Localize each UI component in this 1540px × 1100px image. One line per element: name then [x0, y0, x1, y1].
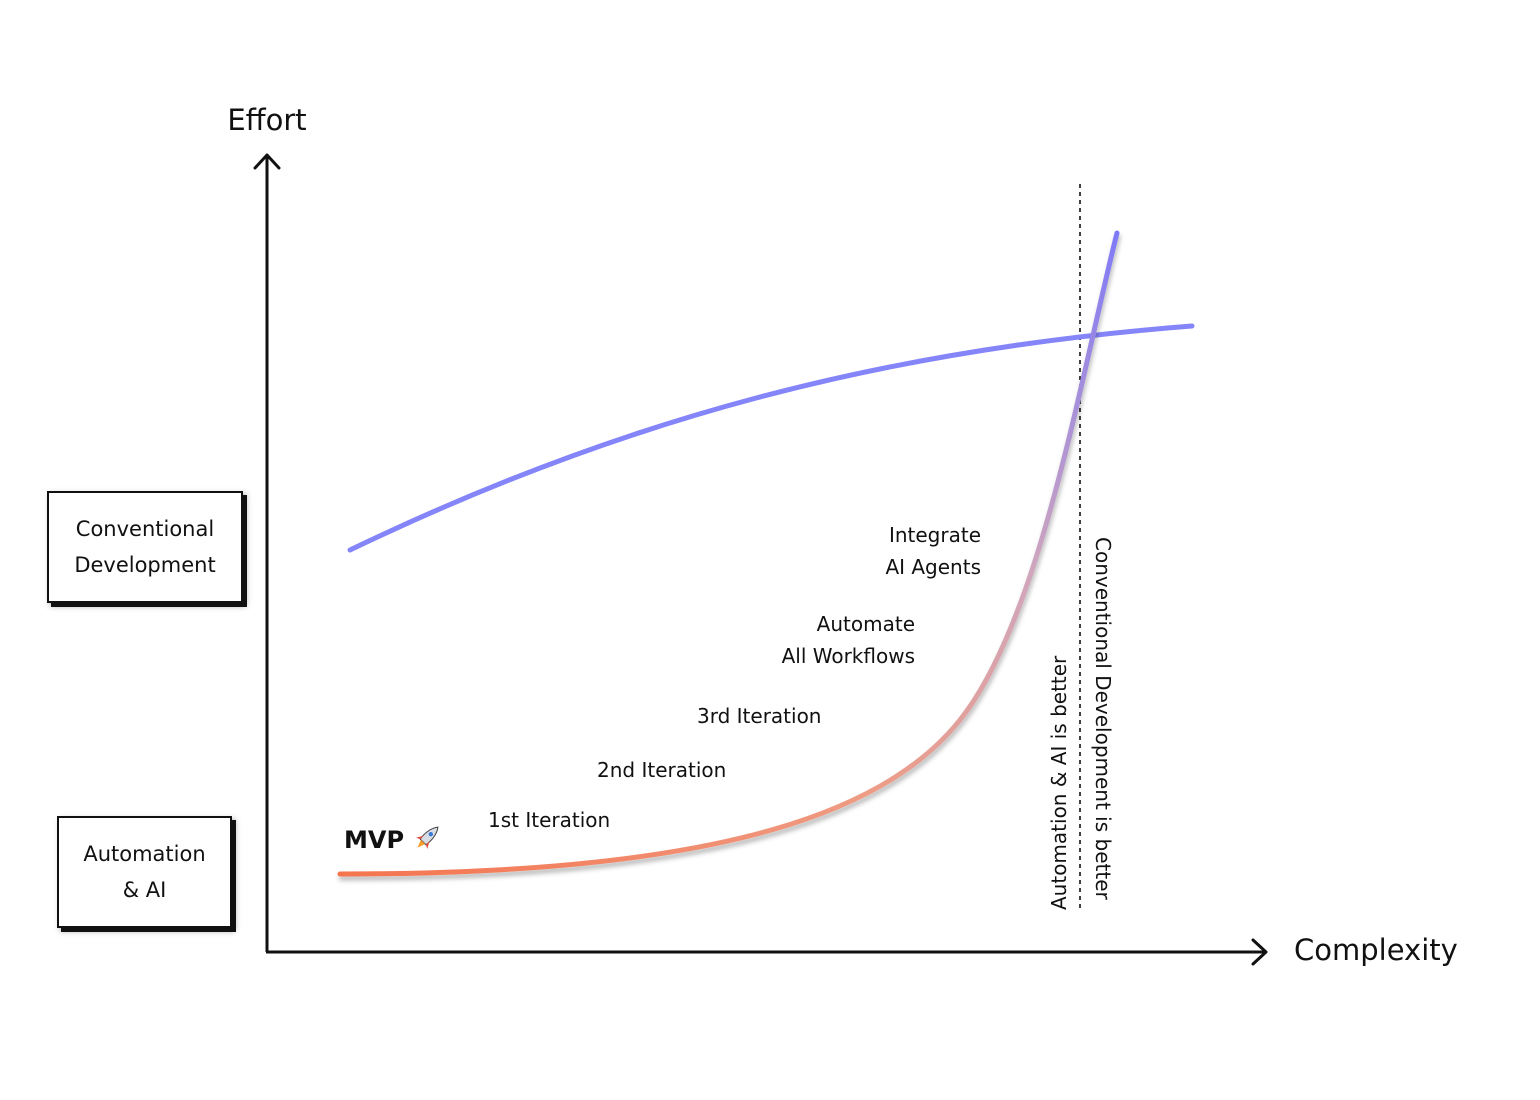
legend-automation-line2: & AI	[122, 878, 167, 902]
x-axis-arrow	[1251, 938, 1268, 966]
y-axis-arrow	[253, 153, 281, 170]
first-iteration-label: 1st Iteration	[488, 808, 610, 832]
divider-left-label: Automation & AI is better	[1047, 655, 1071, 910]
third-iteration-label: 3rd Iteration	[697, 704, 821, 728]
second-iteration-label: 2nd Iteration	[597, 758, 726, 782]
divider-right-label: Conventional Development is better	[1091, 537, 1115, 900]
axes	[253, 153, 1268, 966]
automate-workflows-label-line1: Automate	[817, 612, 915, 636]
integrate-agents-label-line2: AI Agents	[885, 555, 981, 579]
rocket-icon	[415, 826, 439, 850]
conventional-development-curve	[347, 323, 1195, 553]
integrate-agents-label-line1: Integrate	[889, 523, 981, 547]
legend-conventional-line1: Conventional	[75, 517, 215, 541]
x-axis-title: Complexity	[1294, 933, 1458, 967]
legend-automation-line1: Automation	[83, 842, 206, 866]
legend-conventional-line2: Development	[74, 553, 216, 577]
legend-automation-ai: Automation & AI	[57, 816, 232, 928]
mvp-label: MVP	[344, 826, 404, 854]
y-axis-title: Effort	[227, 103, 306, 137]
legend-conventional-development: Conventional Development	[47, 491, 243, 603]
automation-ai-curve	[337, 230, 1120, 877]
automate-workflows-label-line2: All Workflows	[782, 644, 915, 668]
